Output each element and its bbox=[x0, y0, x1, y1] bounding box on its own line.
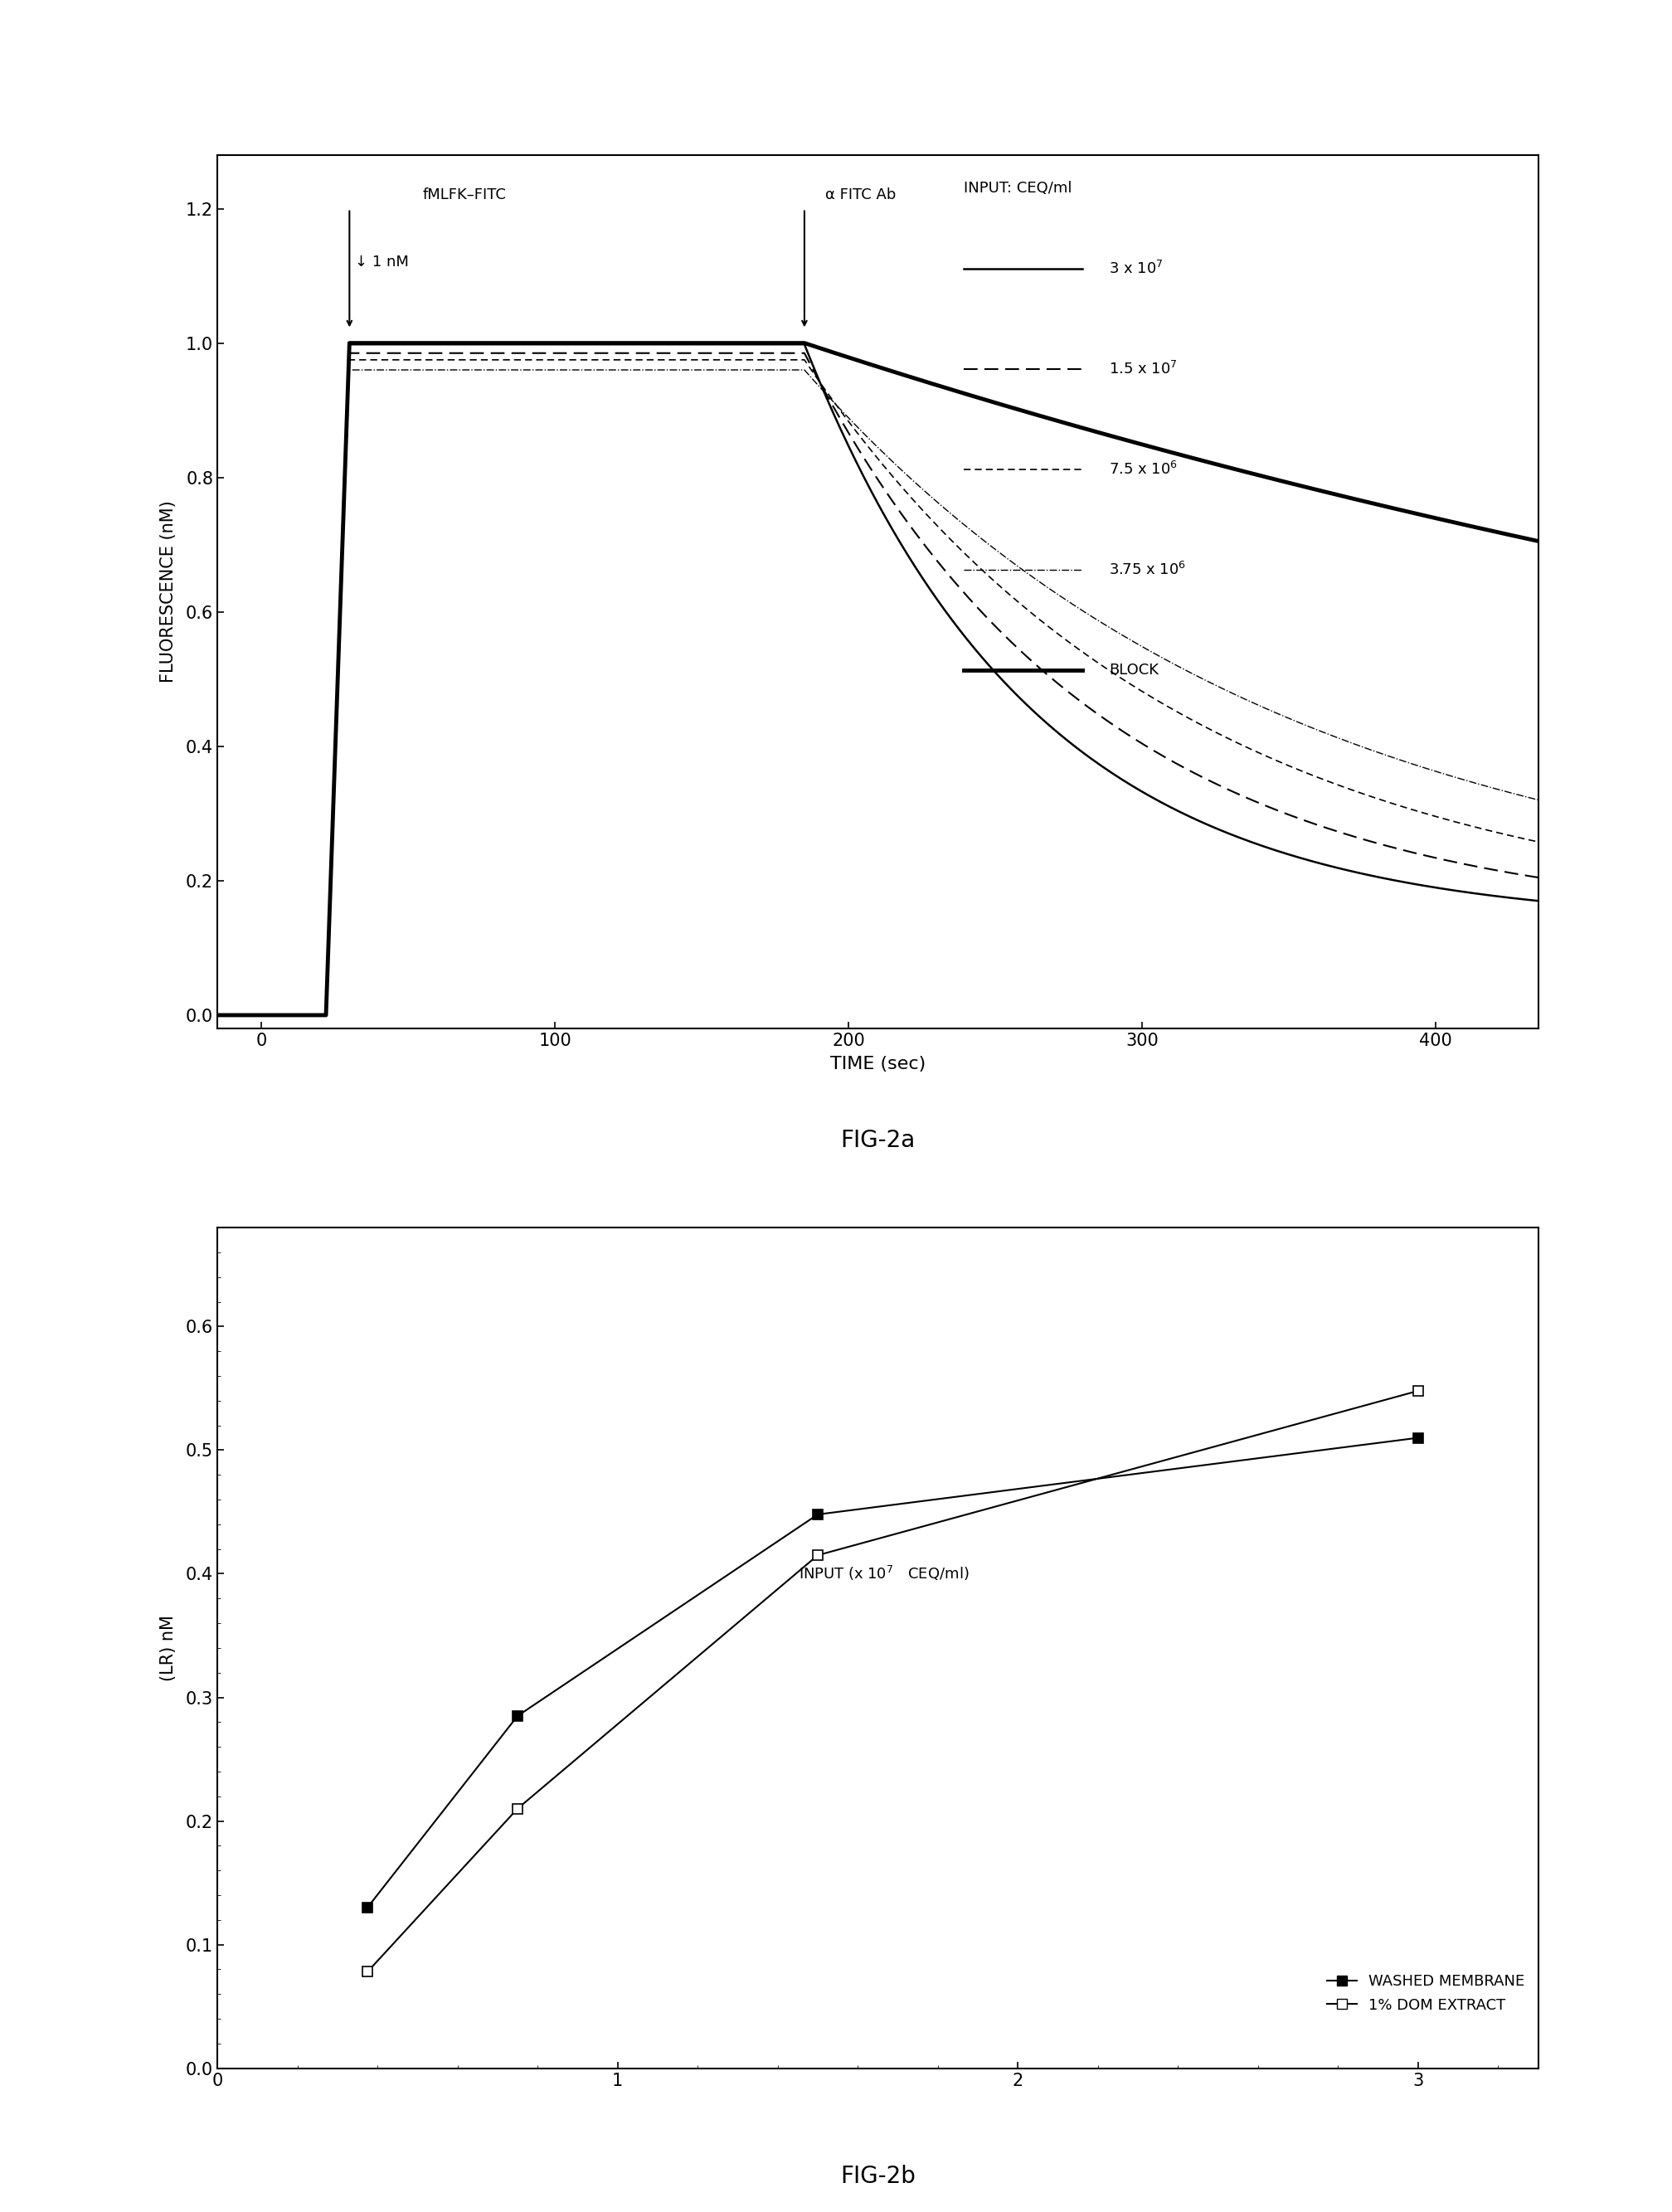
Text: BLOCK: BLOCK bbox=[1109, 664, 1159, 677]
Y-axis label: (LR) nM: (LR) nM bbox=[161, 1615, 177, 1681]
Text: INPUT: CEQ/ml: INPUT: CEQ/ml bbox=[963, 181, 1072, 197]
Text: ↓ 1 nM: ↓ 1 nM bbox=[356, 254, 410, 270]
X-axis label: TIME (sec): TIME (sec) bbox=[829, 1055, 926, 1073]
Legend: WASHED MEMBRANE, 1% DOM EXTRACT: WASHED MEMBRANE, 1% DOM EXTRACT bbox=[1321, 1969, 1532, 2020]
Y-axis label: FLUORESCENCE (nM): FLUORESCENCE (nM) bbox=[161, 500, 177, 684]
Text: fMLFK–FITC: fMLFK–FITC bbox=[423, 188, 507, 204]
Text: 1.5 x 10$^{7}$: 1.5 x 10$^{7}$ bbox=[1109, 361, 1177, 378]
Text: α FITC Ab: α FITC Ab bbox=[824, 188, 896, 204]
Text: 3.75 x 10$^{6}$: 3.75 x 10$^{6}$ bbox=[1109, 562, 1185, 577]
Text: 3 x 10$^{7}$: 3 x 10$^{7}$ bbox=[1109, 261, 1164, 276]
Text: 7.5 x 10$^{6}$: 7.5 x 10$^{6}$ bbox=[1109, 460, 1177, 478]
Text: FIG-2a: FIG-2a bbox=[841, 1128, 915, 1152]
Text: FIG-2b: FIG-2b bbox=[839, 2166, 916, 2188]
Text: INPUT (x 10$^{7}$   CEQ/ml): INPUT (x 10$^{7}$ CEQ/ml) bbox=[799, 1564, 970, 1582]
